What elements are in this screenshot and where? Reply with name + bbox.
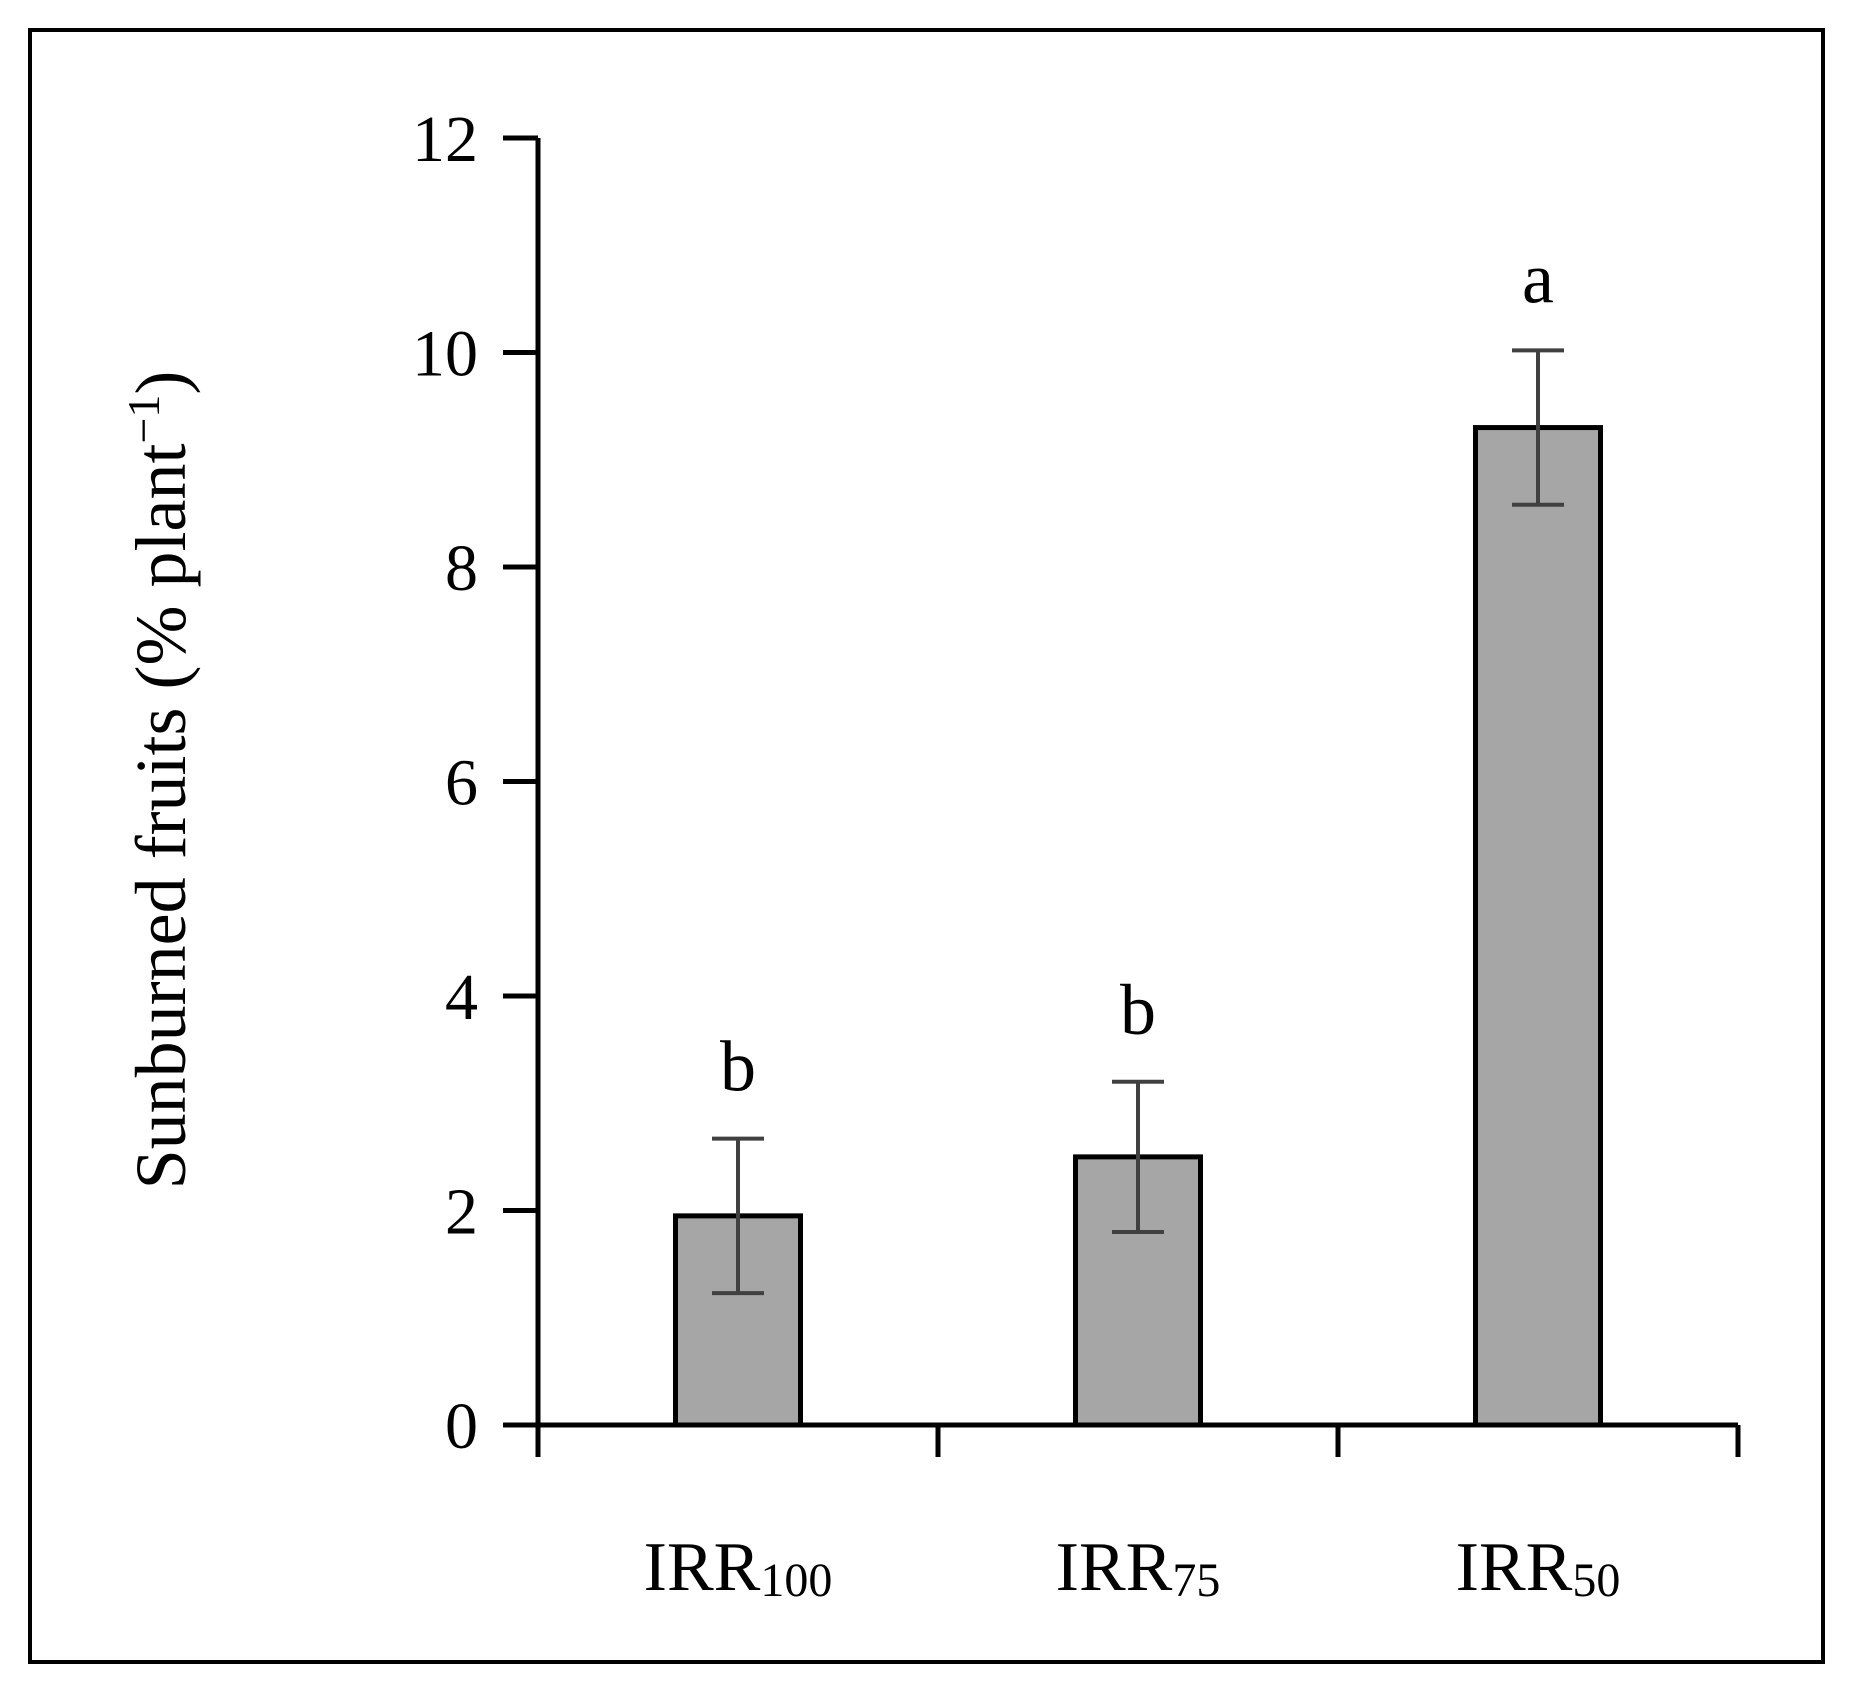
bar-irr50 xyxy=(1473,425,1603,1428)
y-tick-labels: 0 2 4 6 8 10 12 xyxy=(412,103,478,1463)
x-category-labels: IRR100 IRR75 IRR50 xyxy=(644,1529,1621,1607)
x-category-label-subscript: 75 xyxy=(1172,1554,1220,1607)
y-tick-label: 4 xyxy=(445,961,478,1034)
y-tick-label: 6 xyxy=(445,747,478,820)
x-category-label-base: IRR xyxy=(1056,1529,1173,1606)
y-axis-title-superscript: −1 xyxy=(118,395,169,444)
axes-layer xyxy=(503,135,1741,1457)
x-category-label-base: IRR xyxy=(1456,1529,1573,1606)
y-tick-label: 8 xyxy=(445,532,478,605)
significance-letter: a xyxy=(1522,238,1554,318)
y-axis-title: Sunburned fruits (% plant−1) xyxy=(118,371,201,1190)
y-tick-label: 12 xyxy=(412,103,478,176)
x-category-label: IRR50 xyxy=(1456,1529,1621,1607)
y-axis-title-close: ) xyxy=(121,371,201,395)
y-tick-label: 0 xyxy=(445,1390,478,1463)
x-category-label: IRR100 xyxy=(644,1529,833,1607)
significance-letter: b xyxy=(720,1027,756,1107)
y-tick-label: 10 xyxy=(412,318,478,391)
significance-letters: b b a xyxy=(720,238,1554,1106)
y-axis-title-main: Sunburned fruits (% plant xyxy=(121,444,201,1190)
x-category-label-base: IRR xyxy=(644,1529,761,1606)
error-bars-layer xyxy=(712,348,1564,1296)
significance-letter: b xyxy=(1120,970,1156,1050)
x-category-label: IRR75 xyxy=(1056,1529,1221,1607)
y-tick-label: 2 xyxy=(445,1176,478,1249)
x-category-label-subscript: 50 xyxy=(1572,1554,1620,1607)
x-category-label-subscript: 100 xyxy=(760,1554,832,1607)
